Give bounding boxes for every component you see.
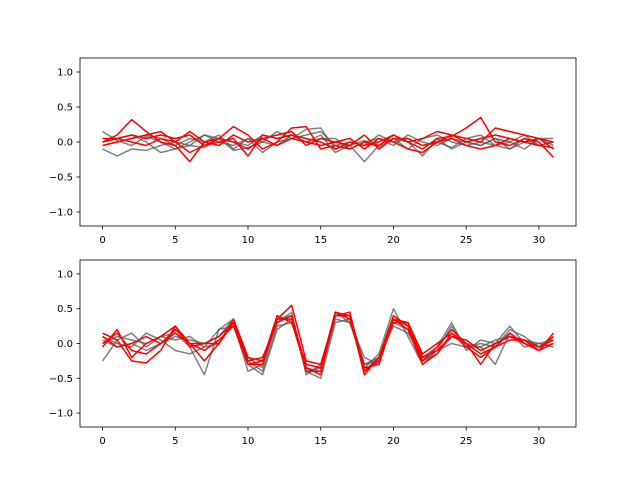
bottom-ytick-label: 0.0 [57, 339, 73, 350]
top-series-line-red-6 [102, 130, 554, 150]
top-ytick-label: 0.0 [57, 138, 73, 149]
bottom-xtick-label: 20 [387, 436, 400, 447]
bottom-series-line-red-7 [102, 314, 554, 373]
bottom-series-layer [101, 304, 555, 380]
top-xtick-label: 10 [242, 235, 255, 246]
top-chart: 0 5 10 15 20 25 30 −1.0 −0.5 0.0 0.5 1.0 [49, 57, 577, 247]
bottom-ytick-label: 0.5 [57, 304, 73, 315]
top-xtick-label: 15 [314, 235, 327, 246]
top-ticks-layer: 0 5 10 15 20 25 30 −1.0 −0.5 0.0 0.5 1.0 [49, 68, 546, 247]
top-xtick-label: 25 [460, 235, 473, 246]
top-series-line-red-7 [102, 137, 554, 154]
top-axes-frame [79, 57, 577, 227]
bottom-ticks-layer: 0 5 10 15 20 25 30 −1.0 −0.5 0.0 0.5 1.0 [49, 269, 546, 447]
top-xtick-label: 20 [387, 235, 400, 246]
top-ytick-label: 1.0 [57, 68, 73, 79]
top-ytick-label: −1.0 [49, 208, 73, 219]
top-xtick-label: 30 [533, 235, 546, 246]
bottom-xtick-label: 10 [242, 436, 255, 447]
bottom-xtick-label: 25 [460, 436, 473, 447]
bottom-axes-frame [79, 259, 577, 428]
top-series-layer [102, 116, 554, 163]
bottom-ytick-label: −0.5 [49, 374, 73, 385]
bottom-chart: 0 5 10 15 20 25 30 −1.0 −0.5 0.0 0.5 1.0 [49, 259, 577, 447]
top-ytick-label: 0.5 [57, 103, 73, 114]
bottom-xtick-label: 30 [533, 436, 546, 447]
top-ytick-label: −0.5 [49, 173, 73, 184]
top-series-line-red-5 [102, 127, 554, 157]
top-xtick-label: 5 [172, 235, 178, 246]
bottom-ytick-label: 1.0 [57, 269, 73, 280]
top-series-line-red-4 [102, 116, 554, 163]
bottom-series-line-red-5 [101, 304, 554, 373]
bottom-ytick-label: −1.0 [49, 409, 73, 420]
bottom-xtick-label: 0 [99, 436, 105, 447]
bottom-xtick-label: 5 [172, 436, 178, 447]
top-xtick-label: 0 [99, 235, 105, 246]
bottom-xtick-label: 15 [314, 436, 327, 447]
